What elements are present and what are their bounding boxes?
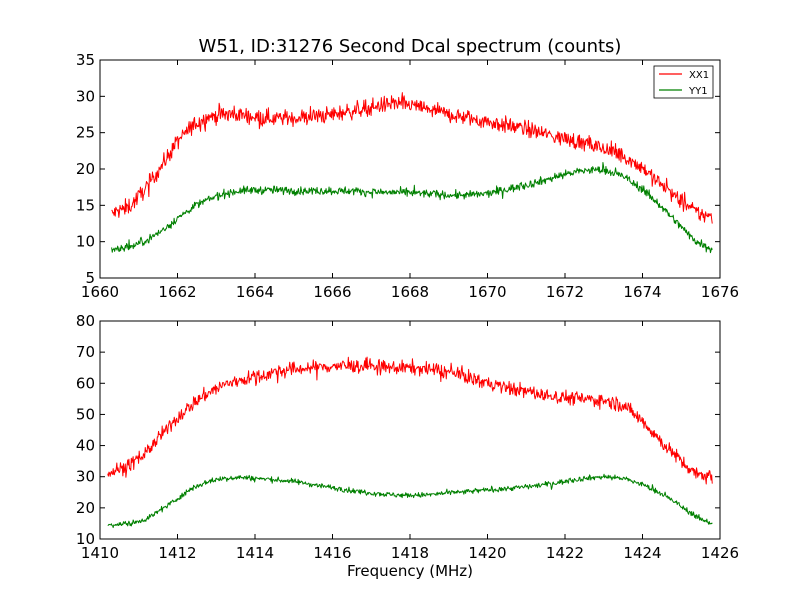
top-ytick-label: 10 <box>76 233 95 251</box>
bottom-ytick-label: 10 <box>76 530 95 548</box>
bottom-xtick-label: 1412 <box>158 544 196 562</box>
top-xtick-label: 1666 <box>313 283 351 301</box>
bottom-xtick-label: 1426 <box>701 544 739 562</box>
legend: XX1 YY1 <box>653 65 714 99</box>
top-ytick-label: 35 <box>76 51 95 69</box>
top-series-group <box>111 92 713 254</box>
bottom-ytick-label: 80 <box>76 312 95 330</box>
top-ytick-label: 5 <box>85 269 95 287</box>
top-xtick-label: 1660 <box>81 283 119 301</box>
legend-xx1-label: XX1 <box>689 70 709 81</box>
top-panel: W51, ID:31276 Second Dcal spectrum (coun… <box>76 36 739 301</box>
x-axis-label: Frequency (MHz) <box>347 562 473 580</box>
bottom-series-xx1 <box>107 356 713 485</box>
top-xtick-label: 1668 <box>391 283 429 301</box>
top-axes-frame <box>99 59 721 279</box>
bottom-ticks: 1410 1412 1414 1416 1418 1420 1422 1424 1426 10 20… <box>76 312 739 562</box>
top-xtick-label: 1672 <box>546 283 584 301</box>
bottom-xtick-label: 1422 <box>546 544 584 562</box>
bottom-plot-area <box>99 320 721 540</box>
top-plot-area <box>99 59 721 279</box>
top-xtick-label: 1670 <box>468 283 506 301</box>
top-ytick-label: 30 <box>76 87 95 105</box>
bottom-xtick-label: 1410 <box>81 544 119 562</box>
top-series-yy1 <box>111 162 713 254</box>
top-ticks: 1660 1662 1664 1666 1668 1670 1672 1674 1676 5 10 1… <box>76 51 739 301</box>
bottom-series-group <box>107 356 713 529</box>
bottom-xtick-label: 1414 <box>236 544 274 562</box>
bottom-xtick-label: 1424 <box>623 544 661 562</box>
legend-box <box>653 65 714 99</box>
bottom-ytick-label: 20 <box>76 499 95 517</box>
top-ytick-label: 25 <box>76 124 95 142</box>
bottom-xtick-label: 1418 <box>391 544 429 562</box>
top-xtick-label: 1662 <box>158 283 196 301</box>
bottom-ytick-label: 30 <box>76 468 95 486</box>
bottom-xtick-label: 1420 <box>468 544 506 562</box>
bottom-axes-frame <box>99 320 721 540</box>
top-xtick-label: 1676 <box>701 283 739 301</box>
top-ytick-label: 15 <box>76 196 95 214</box>
bottom-panel: 1410 1412 1414 1416 1418 1420 1422 1424 1426 10 20… <box>76 312 739 580</box>
bottom-ytick-label: 60 <box>76 374 95 392</box>
top-series-xx1 <box>111 92 713 224</box>
bottom-ytick-label: 50 <box>76 405 95 423</box>
top-xtick-label: 1674 <box>623 283 661 301</box>
bottom-ytick-label: 70 <box>76 343 95 361</box>
top-ytick-label: 20 <box>76 160 95 178</box>
legend-yy1-label: YY1 <box>688 86 708 97</box>
top-xtick-label: 1664 <box>236 283 274 301</box>
bottom-ytick-label: 40 <box>76 437 95 455</box>
bottom-xtick-label: 1416 <box>313 544 351 562</box>
chart-title: W51, ID:31276 Second Dcal spectrum (coun… <box>199 36 622 57</box>
bottom-series-yy1 <box>107 473 713 529</box>
